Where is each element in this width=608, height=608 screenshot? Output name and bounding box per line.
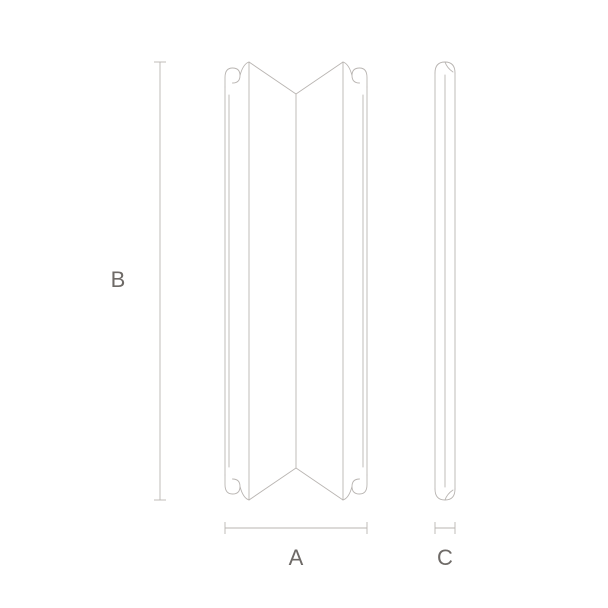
side-top-lip <box>435 62 455 73</box>
front-top-right-scallop <box>343 62 367 87</box>
front-bottom-v <box>249 468 343 500</box>
dim-c-label: C <box>437 545 453 570</box>
dim-a-label: A <box>289 545 304 570</box>
dim-b-label: B <box>111 267 126 292</box>
front-bottom-left-scallop <box>225 475 249 500</box>
side-bottom-lip <box>435 489 455 500</box>
technical-diagram: B A C <box>0 0 608 608</box>
front-bottom-right-scallop <box>343 475 367 500</box>
front-top-left-scallop <box>225 62 249 87</box>
front-top-v <box>249 62 343 94</box>
